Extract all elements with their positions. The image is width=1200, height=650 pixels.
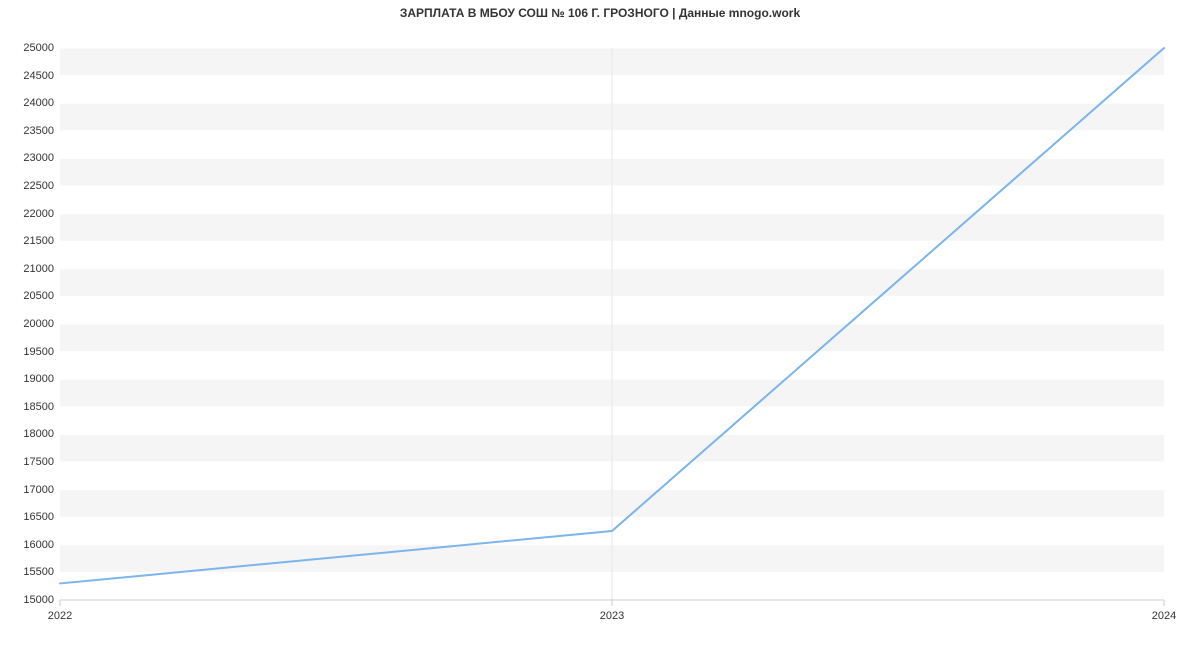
y-tick-label: 19000 [23,373,54,385]
y-tick-label: 18500 [23,401,54,413]
y-tick-label: 15000 [23,594,54,606]
y-tick-label: 24500 [23,70,54,82]
plot-area: 1500015500160001650017000175001800018500… [60,48,1164,600]
plot-svg [60,48,1164,600]
y-tick-label: 18000 [23,428,54,440]
x-tick-label: 2022 [48,610,72,622]
y-tick-label: 24000 [23,97,54,109]
chart-title: ЗАРПЛАТА В МБОУ СОШ № 106 Г. ГРОЗНОГО | … [0,6,1200,20]
y-tick-label: 20000 [23,318,54,330]
y-tick-label: 16500 [23,511,54,523]
salary-chart: ЗАРПЛАТА В МБОУ СОШ № 106 Г. ГРОЗНОГО | … [0,0,1200,650]
y-tick-label: 17500 [23,456,54,468]
y-tick-label: 25000 [23,42,54,54]
y-tick-label: 21000 [23,263,54,275]
y-tick-label: 23000 [23,152,54,164]
y-tick-label: 21500 [23,235,54,247]
y-tick-label: 20500 [23,290,54,302]
x-tick-label: 2024 [1152,610,1176,622]
x-tick-label: 2023 [600,610,624,622]
y-tick-label: 23500 [23,125,54,137]
y-tick-label: 15500 [23,566,54,578]
y-tick-label: 22000 [23,208,54,220]
y-tick-label: 19500 [23,346,54,358]
y-tick-label: 22500 [23,180,54,192]
y-tick-label: 16000 [23,539,54,551]
y-tick-label: 17000 [23,484,54,496]
